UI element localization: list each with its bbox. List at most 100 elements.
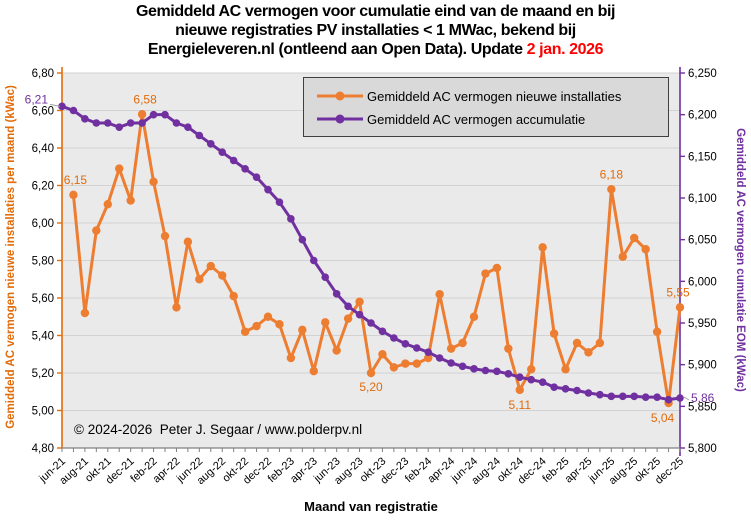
data-point-marker (184, 123, 192, 131)
data-point-marker (172, 303, 181, 312)
data-point-marker (538, 243, 547, 252)
data-point-marker (298, 235, 307, 244)
data-point-marker (378, 327, 387, 336)
data-point-marker (149, 177, 158, 186)
data-point-marker (515, 373, 524, 381)
data-point-marker (584, 348, 593, 357)
annotation-label: 5,04 (651, 411, 675, 425)
data-point-marker (58, 102, 66, 111)
data-point-marker (138, 119, 146, 127)
legend-label-nieuwe-installaties: Gemiddeld AC vermogen nieuwe installatie… (367, 88, 622, 104)
data-point-marker (275, 198, 284, 206)
data-point-marker (653, 393, 661, 401)
data-point-marker (401, 340, 410, 348)
data-point-marker (458, 362, 467, 371)
data-point-marker (630, 392, 639, 401)
data-point-marker (515, 385, 524, 395)
left-axis-tick-label: 6,20 (32, 181, 54, 193)
data-point-marker (618, 252, 627, 261)
data-point-marker (675, 303, 685, 312)
copyright-notice: © 2024-2026 Peter J. Segaar / www.polder… (74, 422, 363, 437)
left-axis-tick-label: 5,40 (32, 331, 54, 343)
data-point-marker (149, 110, 158, 119)
data-point-marker (652, 327, 662, 336)
right-axis-tick-label: 5,850 (688, 401, 717, 413)
right-axis-tick-label: 6,250 (688, 68, 717, 80)
data-point-marker (412, 359, 421, 368)
right-axis-tick-label: 5,900 (688, 360, 717, 372)
data-point-marker (126, 119, 135, 127)
data-point-marker (229, 291, 238, 301)
data-point-marker (229, 156, 238, 165)
right-axis-tick-label: 5,800 (688, 443, 717, 455)
data-point-marker (286, 353, 296, 363)
data-point-marker (549, 329, 559, 338)
data-point-marker (584, 389, 593, 397)
data-point-marker (527, 375, 536, 384)
data-point-marker (332, 346, 341, 355)
data-point-marker (561, 385, 570, 393)
legend-item-accumulatie[interactable]: Gemiddeld AC vermogen accumulatie (314, 108, 660, 130)
data-point-marker (218, 271, 227, 280)
annotation-label: 6,18 (600, 167, 624, 181)
data-point-marker (572, 338, 582, 348)
data-point-marker (481, 366, 490, 375)
data-point-marker (309, 366, 318, 376)
data-point-marker (309, 256, 318, 265)
left-axis-tick-label: 5,80 (32, 256, 54, 268)
data-point-marker (470, 365, 478, 373)
annotation-leader (683, 396, 690, 401)
data-point-marker (69, 106, 78, 115)
annotation-label: 6,15 (64, 173, 88, 187)
legend-marker-nieuwe-installaties-icon (317, 91, 363, 101)
chart-title: Gemiddeld AC vermogen voor cumulatie ein… (0, 3, 751, 60)
data-point-marker (378, 350, 387, 359)
data-point-marker (252, 173, 261, 181)
data-point-marker (69, 190, 78, 200)
annotation-label: 5,20 (359, 380, 383, 394)
annotation-label: 6,21 (25, 92, 49, 106)
right-axis-tick-label: 6,100 (688, 193, 717, 205)
data-point-marker (527, 365, 536, 374)
data-point-marker (264, 185, 272, 194)
data-point-marker (481, 269, 490, 278)
data-point-marker (607, 185, 616, 194)
data-point-marker (218, 148, 227, 156)
data-point-marker (367, 319, 375, 327)
data-point-marker (92, 226, 101, 235)
annotation-leader (49, 103, 61, 107)
left-axis-tick-label: 6,80 (32, 68, 54, 80)
left-axis-title: Gemiddeld AC vermogen nieuwe installatie… (5, 85, 17, 429)
data-point-marker (424, 353, 433, 363)
data-point-marker (412, 344, 421, 352)
annotation-label: 5,86 (691, 391, 715, 405)
left-axis-tick-label: 5,20 (32, 368, 54, 380)
data-point-marker (195, 275, 204, 284)
legend-item-nieuwe-installaties[interactable]: Gemiddeld AC vermogen nieuwe installatie… (314, 85, 660, 107)
data-point-marker (275, 320, 284, 329)
left-axis-tick-label: 6,00 (32, 218, 54, 230)
right-axis-tick-label: 6,050 (688, 235, 717, 247)
data-point-marker (504, 370, 513, 378)
data-point-marker (183, 237, 193, 246)
data-point-marker (676, 394, 684, 402)
data-point-marker (344, 302, 352, 311)
data-point-marker (458, 338, 467, 348)
data-point-marker (355, 310, 364, 319)
left-axis-tick-label: 5,60 (32, 293, 54, 305)
annotation-label: 5,11 (509, 398, 532, 412)
annotation-label: 5,55 (666, 285, 690, 299)
data-point-marker (390, 334, 398, 342)
data-point-marker (446, 344, 456, 353)
data-point-marker (161, 110, 169, 119)
right-axis-title: Gemiddeld AC vermogen cumulatie EOM (kWa… (734, 128, 746, 392)
data-point-marker (401, 359, 410, 368)
title-line-3: Energieleveren.nl (ontleend aan Open Dat… (147, 40, 527, 58)
data-point-marker (493, 367, 501, 376)
data-point-marker (641, 245, 650, 254)
title-line-2: nieuwe registraties PV installaties < 1 … (175, 21, 576, 39)
legend-label-accumulatie: Gemiddeld AC vermogen accumulatie (367, 111, 586, 127)
data-point-marker (81, 115, 89, 123)
data-point-marker (172, 119, 181, 127)
